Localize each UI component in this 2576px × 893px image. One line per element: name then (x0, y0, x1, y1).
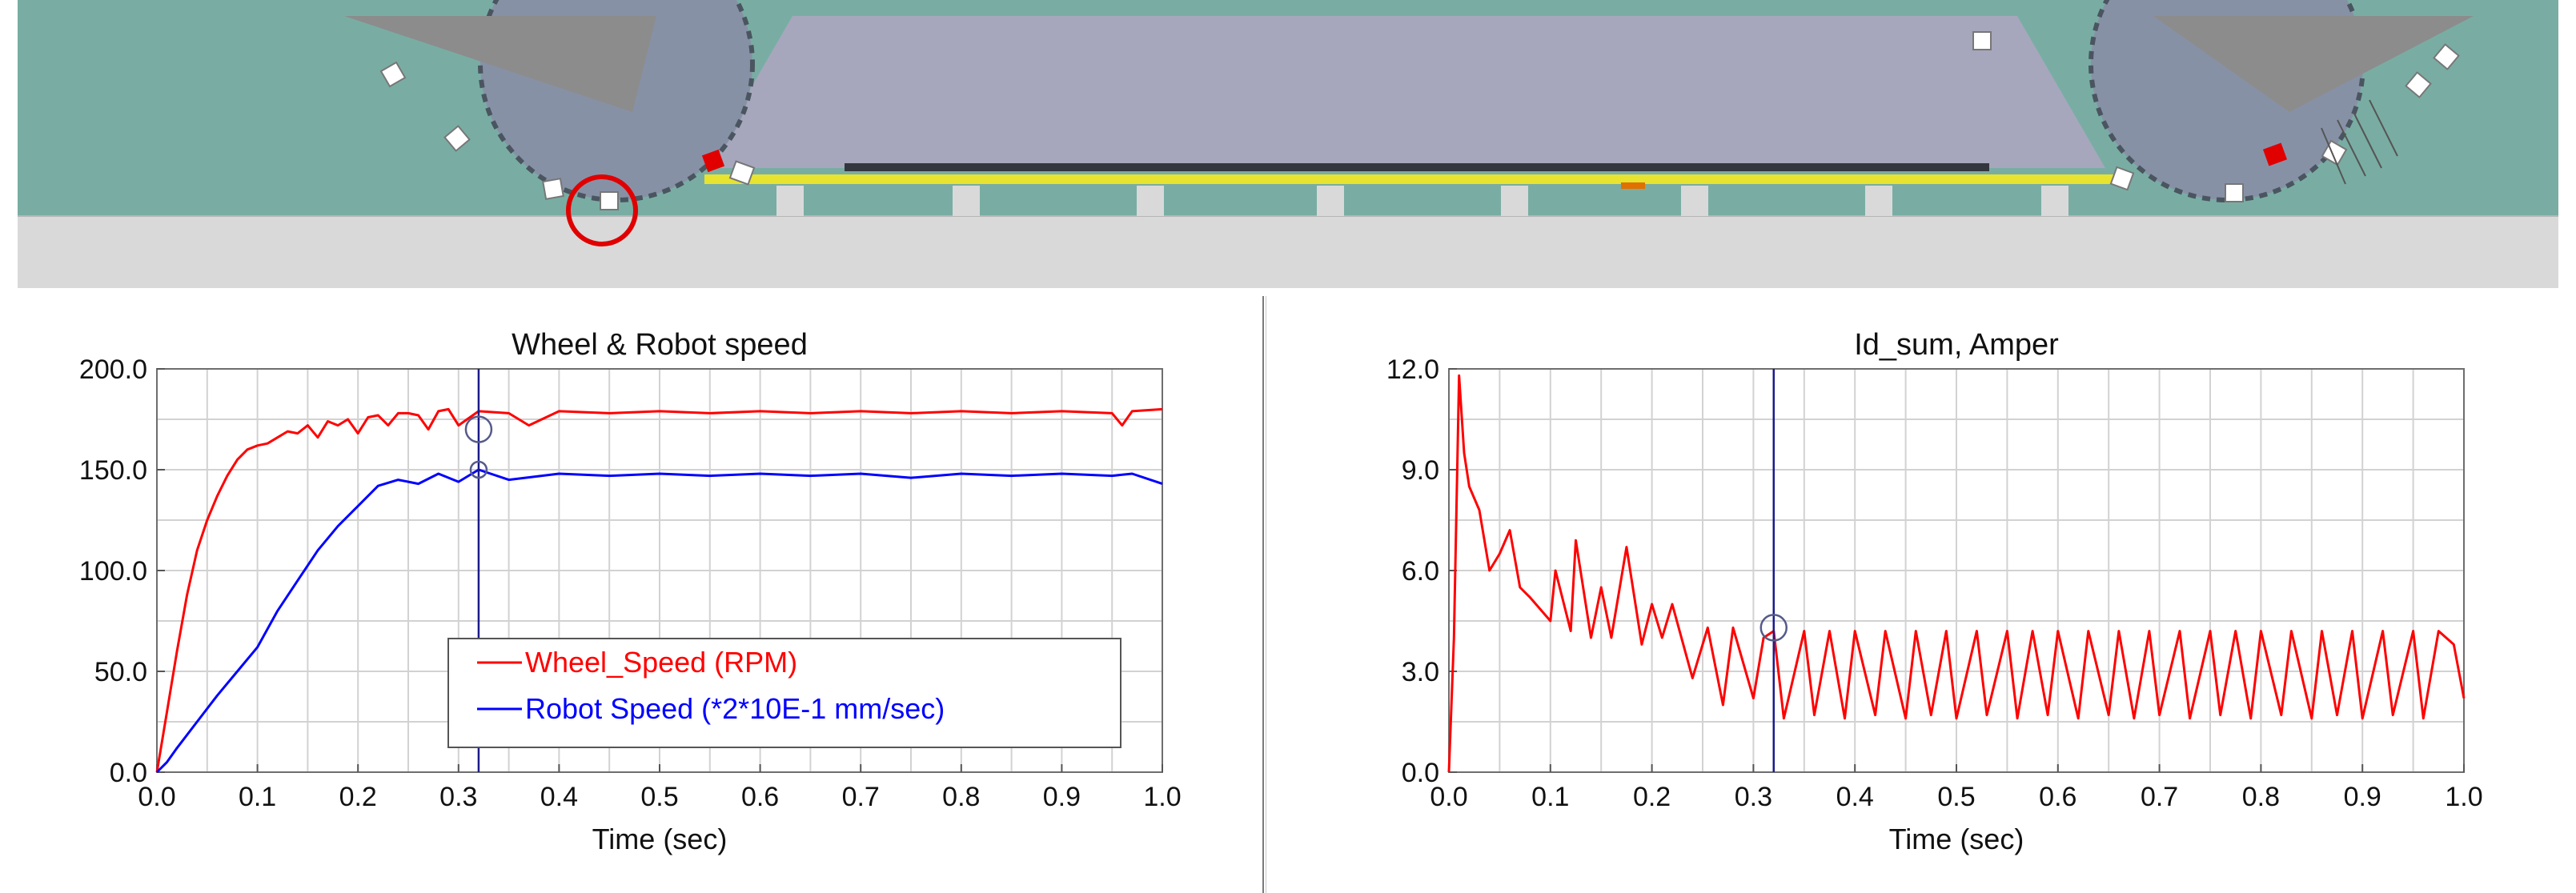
grid (1449, 369, 2464, 772)
x-tick-label: 0.0 (138, 782, 175, 812)
left-wheel (344, 0, 756, 246)
x-tick-label: 0.4 (1836, 782, 1874, 812)
x-tick-label: 1.0 (1143, 782, 1181, 812)
y-tick-label: 6.0 (1402, 556, 1439, 587)
legend: Wheel_Speed (RPM) Robot Speed (*2*10E-1 m… (447, 638, 1121, 748)
x-tick-label: 0.5 (640, 782, 678, 812)
legend-label: Wheel_Speed (RPM) (525, 646, 797, 679)
x-tick-label: 0.3 (439, 782, 477, 812)
x-tick-label: 0.2 (339, 782, 377, 812)
series-line-0 (1447, 374, 2466, 773)
x-axis-label: Time (sec) (1889, 823, 2024, 855)
belt-track-top (845, 163, 1989, 171)
cursor-marker (464, 415, 493, 443)
x-tick-label: 0.1 (1531, 782, 1569, 812)
y-tick-label: 50.0 (94, 657, 147, 687)
x-tick-label: 0.3 (1735, 782, 1772, 812)
x-tick-label: 0.1 (239, 782, 276, 812)
chart-title: Id_sum, Amper (1854, 328, 2059, 362)
x-tick-label: 0.8 (942, 782, 980, 812)
x-tick-label: 0.7 (2141, 782, 2178, 812)
y-tick-label: 150.0 (79, 455, 147, 486)
chart-title: Wheel & Robot speed (512, 328, 808, 362)
x-tick-label: 0.6 (741, 782, 779, 812)
panel-divider[interactable] (1260, 296, 1268, 893)
y-tick-label: 12.0 (1386, 354, 1439, 385)
legend-label: Robot Speed (*2*10E-1 mm/sec) (525, 692, 945, 725)
x-tick-label: 0.8 (2242, 782, 2280, 812)
x-tick-label: 0.4 (540, 782, 578, 812)
right-wheel (1972, 0, 2474, 202)
y-tick-label: 200.0 (79, 354, 147, 385)
series-line-0 (155, 407, 1163, 773)
x-tick-label: 0.6 (2039, 782, 2076, 812)
x-tick-label: 0.2 (1633, 782, 1671, 812)
wheel-robot-speed-chart: Wheel & Robot speed 0.0 0.1 0.2 0.3 0.4 0.5 0.6… (79, 328, 1182, 855)
x-tick-label: 0.9 (1043, 782, 1081, 812)
y-tick-label: 0.0 (1402, 758, 1439, 788)
y-tick-label: 3.0 (1402, 657, 1439, 687)
simulation-view (18, 0, 2558, 288)
cursor-marker (469, 460, 488, 479)
y-tick-label: 100.0 (79, 556, 147, 587)
x-tick-label: 1.0 (2445, 782, 2482, 812)
id-sum-chart: Id_sum, Amper 0.0 0.1 0.2 0.3 0.4 0.5 0.6 0.7 0.8… (1386, 328, 2483, 855)
highlight-circle (566, 174, 638, 246)
x-tick-label: 0.0 (1430, 782, 1467, 812)
x-tick-label: 0.7 (842, 782, 880, 812)
ground-strip (18, 216, 2558, 288)
series-line-1 (155, 468, 1163, 774)
x-tick-label: 0.9 (2344, 782, 2381, 812)
belt-track (704, 174, 2113, 184)
legend-box (447, 638, 1121, 748)
robot-chassis (704, 16, 2105, 168)
y-tick-label: 0.0 (110, 758, 147, 788)
x-tick-label: 0.5 (1937, 782, 1975, 812)
track-marker (1621, 182, 1645, 189)
track-feet (776, 186, 2068, 216)
cursor-marker (1759, 614, 1788, 642)
x-axis-label: Time (sec) (592, 823, 728, 855)
y-tick-label: 9.0 (1402, 455, 1439, 486)
